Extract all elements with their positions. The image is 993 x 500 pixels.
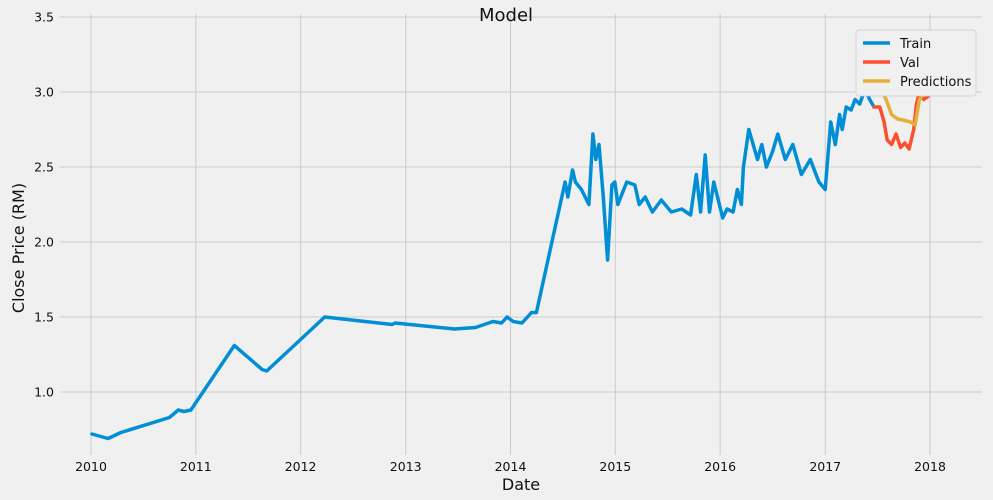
x-tick-label: 2016 xyxy=(704,459,736,474)
legend-label-predictions: Predictions xyxy=(900,75,972,90)
x-tick-label: 2015 xyxy=(599,459,631,474)
y-tick-label: 3.0 xyxy=(34,85,54,100)
y-tick-labels: 1.0 1.5 2.0 2.5 3.0 3.5 xyxy=(34,10,54,400)
series-line-train xyxy=(90,87,876,441)
x-tick-label: 2018 xyxy=(914,459,946,474)
x-tick-label: 2014 xyxy=(495,459,527,474)
x-tick-label: 2012 xyxy=(285,459,317,474)
x-tick-label: 2017 xyxy=(809,459,841,474)
chart-title: Model xyxy=(479,5,533,26)
legend-label-train: Train xyxy=(899,37,931,52)
y-tick-label: 2.5 xyxy=(34,160,54,175)
y-tick-label: 1.0 xyxy=(34,385,54,400)
x-tick-label: 2013 xyxy=(390,459,422,474)
y-axis-label: Close Price (RM) xyxy=(9,183,28,313)
legend-label-val: Val xyxy=(900,56,919,71)
x-tick-label: 2011 xyxy=(180,459,212,474)
legend: Train Val Predictions xyxy=(855,29,977,97)
grid xyxy=(60,14,982,455)
y-tick-label: 3.5 xyxy=(34,10,54,25)
x-tick-labels: 2010 2011 2012 2013 2014 2015 2016 2017 2018 xyxy=(75,459,946,474)
y-tick-label: 1.5 xyxy=(34,310,54,325)
x-axis-label: Date xyxy=(502,475,540,494)
y-tick-label: 2.0 xyxy=(34,235,54,250)
x-tick-label: 2010 xyxy=(75,459,107,474)
